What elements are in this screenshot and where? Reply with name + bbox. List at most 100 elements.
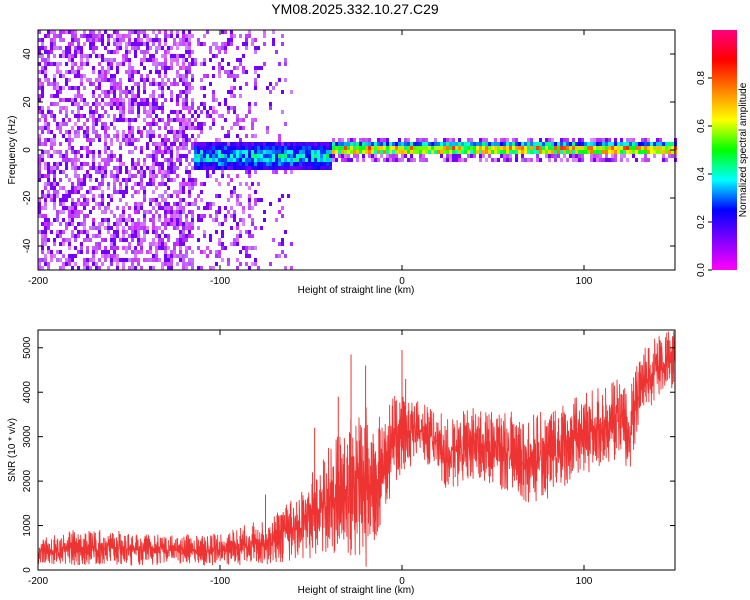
- heatmap-cell: [200, 166, 203, 170]
- colorbar-tick-label: 0.2: [696, 215, 707, 229]
- heatmap-cell: [113, 230, 116, 234]
- heatmap-cell: [446, 138, 449, 142]
- heatmap-cell: [86, 78, 89, 82]
- heatmap-cell: [158, 214, 161, 218]
- heatmap-cell: [152, 238, 155, 242]
- heatmap-cell: [62, 170, 65, 174]
- heatmap-cell: [287, 146, 290, 150]
- heatmap-cell: [530, 158, 533, 162]
- heatmap-cell: [503, 142, 506, 146]
- heatmap-cell: [125, 190, 128, 194]
- heatmap-cell: [659, 150, 662, 154]
- heatmap-cell: [182, 122, 185, 126]
- heatmap-cell: [281, 34, 284, 38]
- heatmap-cell: [314, 146, 317, 150]
- heatmap-cell: [44, 62, 47, 66]
- heatmap-cell: [140, 202, 143, 206]
- heatmap-cell: [164, 234, 167, 238]
- heatmap-cell: [104, 70, 107, 74]
- heatmap-cell: [191, 102, 194, 106]
- heatmap-cell: [401, 158, 404, 162]
- heatmap-cell: [188, 138, 191, 142]
- heatmap-cell: [188, 186, 191, 190]
- heatmap-cell: [50, 146, 53, 150]
- heatmap-cell: [188, 230, 191, 234]
- heatmap-cell: [170, 66, 173, 70]
- heatmap-cell: [188, 210, 191, 214]
- heatmap-cell: [104, 90, 107, 94]
- heatmap-cell: [611, 158, 614, 162]
- heatmap-cell: [56, 214, 59, 218]
- heatmap-cell: [221, 154, 224, 158]
- heatmap-cell: [53, 162, 56, 166]
- heatmap-cell: [236, 114, 239, 118]
- heatmap-cell: [149, 46, 152, 50]
- heatmap-cell: [182, 182, 185, 186]
- heatmap-cell: [506, 138, 509, 142]
- heatmap-cell: [158, 238, 161, 242]
- heatmap-cell: [161, 54, 164, 58]
- heatmap-cell: [179, 182, 182, 186]
- heatmap-cell: [131, 162, 134, 166]
- heatmap-cell: [218, 150, 221, 154]
- heatmap-cell: [80, 166, 83, 170]
- heatmap-cell: [116, 218, 119, 222]
- heatmap-cell: [578, 158, 581, 162]
- heatmap-cell: [131, 194, 134, 198]
- heatmap-cell: [89, 210, 92, 214]
- heatmap-cell: [77, 182, 80, 186]
- heatmap-cell: [392, 154, 395, 158]
- heatmap-cell: [110, 254, 113, 258]
- heatmap-cell: [164, 70, 167, 74]
- heatmap-cell: [239, 86, 242, 90]
- x-tick-label: -200: [28, 276, 48, 287]
- heatmap-cell: [155, 150, 158, 154]
- heatmap-cell: [560, 150, 563, 154]
- heatmap-cell: [74, 62, 77, 66]
- heatmap-cell: [113, 154, 116, 158]
- heatmap-cell: [212, 66, 215, 70]
- heatmap-cell: [269, 90, 272, 94]
- heatmap-cell: [152, 170, 155, 174]
- heatmap-cell: [191, 106, 194, 110]
- heatmap-cell: [44, 174, 47, 178]
- heatmap-cell: [122, 246, 125, 250]
- heatmap-cell: [605, 150, 608, 154]
- heatmap-cell: [275, 150, 278, 154]
- heatmap-cell: [200, 266, 203, 270]
- heatmap-cell: [158, 246, 161, 250]
- heatmap-cell: [125, 70, 128, 74]
- heatmap-cell: [116, 34, 119, 38]
- heatmap-cell: [179, 162, 182, 166]
- heatmap-cell: [488, 142, 491, 146]
- heatmap-cell: [218, 102, 221, 106]
- heatmap-cell: [272, 162, 275, 166]
- heatmap-cell: [65, 162, 68, 166]
- heatmap-cell: [137, 114, 140, 118]
- heatmap-cell: [137, 262, 140, 266]
- heatmap-cell: [170, 162, 173, 166]
- heatmap-cell: [125, 34, 128, 38]
- heatmap-cell: [116, 82, 119, 86]
- heatmap-cell: [305, 142, 308, 146]
- heatmap-cell: [623, 146, 626, 150]
- heatmap-cell: [119, 38, 122, 42]
- heatmap-cell: [170, 158, 173, 162]
- heatmap-cell: [92, 218, 95, 222]
- heatmap-cell: [545, 138, 548, 142]
- heatmap-cell: [200, 126, 203, 130]
- heatmap-cell: [50, 250, 53, 254]
- heatmap-cell: [278, 78, 281, 82]
- heatmap-cell: [65, 238, 68, 242]
- heatmap-cell: [272, 154, 275, 158]
- heatmap-cell: [215, 142, 218, 146]
- heatmap-cell: [245, 82, 248, 86]
- heatmap-cell: [290, 166, 293, 170]
- heatmap-cell: [608, 150, 611, 154]
- heatmap-cell: [194, 158, 197, 162]
- heatmap-cell: [416, 146, 419, 150]
- heatmap-cell: [185, 202, 188, 206]
- heatmap-cell: [515, 142, 518, 146]
- heatmap-cell: [137, 162, 140, 166]
- heatmap-cell: [239, 262, 242, 266]
